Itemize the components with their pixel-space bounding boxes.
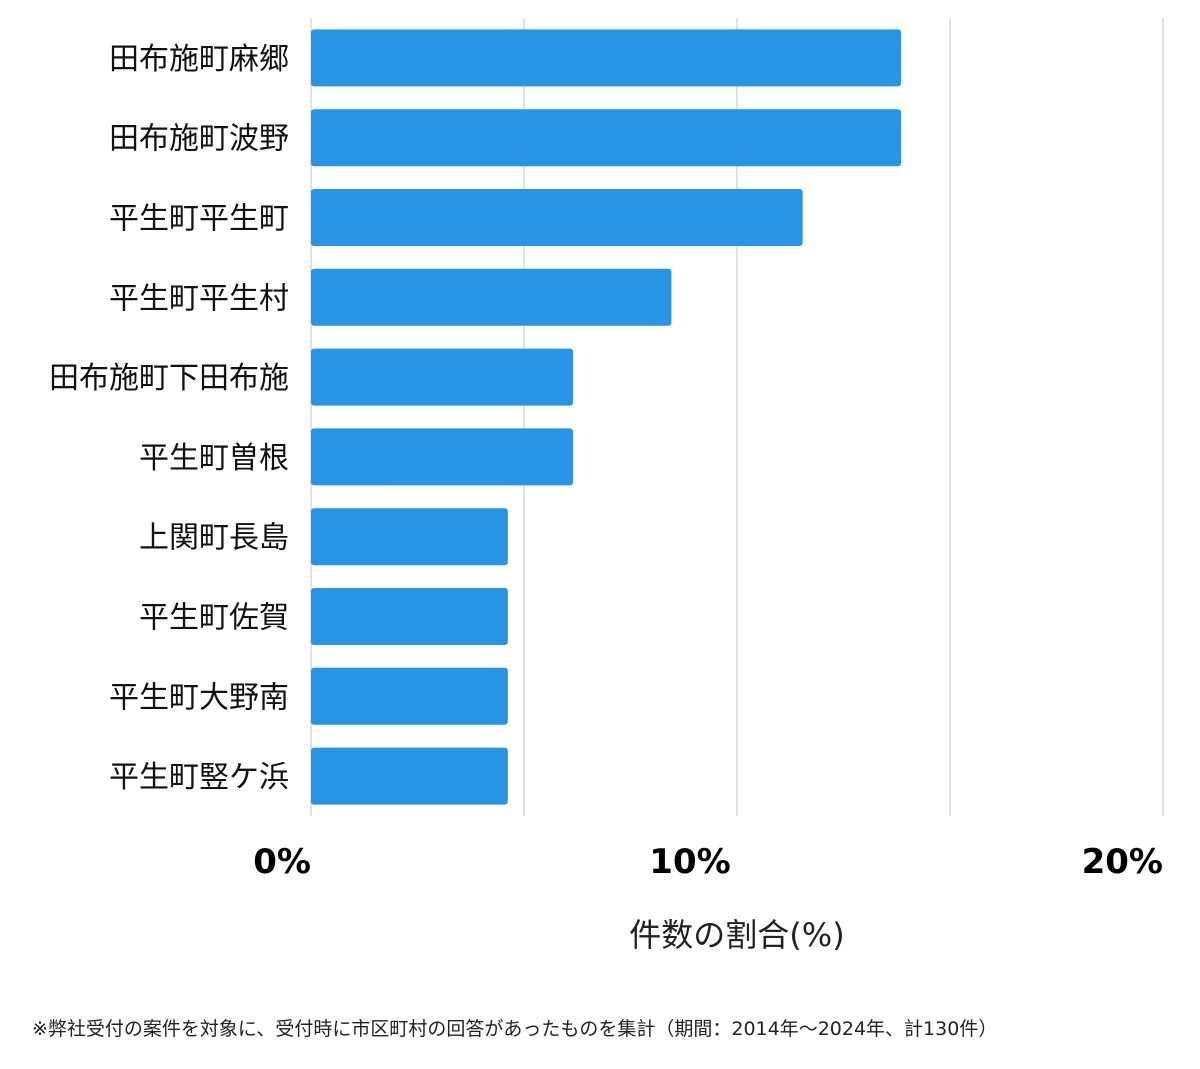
bar xyxy=(311,428,573,486)
category-label: 田布施町下田布施 xyxy=(49,361,289,396)
bar xyxy=(311,508,508,566)
category-labels: 田布施町麻郷田布施町波野平生町平生町平生町平生村田布施町下田布施平生町曽根上関町… xyxy=(49,42,289,795)
category-label: 平生町平生村 xyxy=(109,281,289,316)
bar xyxy=(311,29,902,87)
x-tick-label: 10% xyxy=(649,842,730,882)
category-label: 平生町大野南 xyxy=(109,680,289,715)
bar xyxy=(311,348,573,406)
category-label: 田布施町麻郷 xyxy=(109,42,289,77)
x-axis-title: 件数の割合(%) xyxy=(629,916,844,954)
category-label: 上関町長島 xyxy=(139,521,289,556)
category-label: 平生町佐賀 xyxy=(139,601,289,636)
footnote: ※弊社受付の案件を対象に、受付時に市区町村の回答があったものを集計（期間：201… xyxy=(32,1018,998,1040)
category-label: 平生町平生町 xyxy=(109,202,289,237)
category-label: 平生町曽根 xyxy=(139,441,289,476)
bar xyxy=(311,588,508,645)
bar-chart: 田布施町麻郷田布施町波野平生町平生町平生町平生村田布施町下田布施平生町曽根上関町… xyxy=(49,18,1164,954)
bar xyxy=(311,109,902,167)
category-label: 田布施町波野 xyxy=(109,122,289,157)
bars xyxy=(311,29,902,805)
x-tick-label: 20% xyxy=(1082,842,1163,882)
category-label: 平生町竪ケ浜 xyxy=(109,760,289,795)
bar xyxy=(311,268,672,326)
x-tick-label: 0% xyxy=(253,842,311,882)
bar xyxy=(311,667,508,725)
bar xyxy=(311,747,508,805)
bar xyxy=(311,189,803,246)
x-tick-labels: 0% 10% 20% xyxy=(253,842,1163,882)
